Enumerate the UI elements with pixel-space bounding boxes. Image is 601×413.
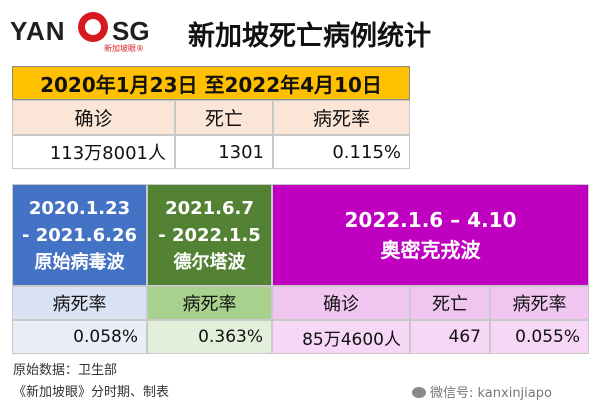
- wave-original-rate-label: 病死率: [12, 286, 147, 320]
- overall-value-deaths: 1301: [175, 135, 273, 169]
- brand-camera-icon: [78, 12, 108, 42]
- wave-omicron-header-rate: 病死率: [490, 286, 589, 320]
- wave-omicron-rate: 0.055%: [490, 320, 589, 354]
- wave-omicron-header-confirmed: 确诊: [272, 286, 410, 320]
- overall-header-confirmed: 确诊: [12, 100, 175, 135]
- overall-header-rate: 病死率: [273, 100, 410, 135]
- wave-omicron-confirmed: 85万4600人: [272, 320, 410, 354]
- brand-sub: 新加坡眼®: [104, 44, 144, 53]
- wave-original-header: 2020.1.23- 2021.6.26 原始病毒波: [12, 184, 147, 286]
- wave-original-rate: 0.058%: [12, 320, 147, 354]
- overall-header-deaths: 死亡: [175, 100, 273, 135]
- overall-period: 2020年1月23日 至2022年4月10日: [12, 66, 410, 100]
- wechat-icon: [412, 387, 426, 398]
- overall-value-rate: 0.115%: [273, 135, 410, 169]
- wave-delta-rate-label: 病死率: [147, 286, 272, 320]
- wave-omicron-header: 2022.1.6 – 4.10 奥密克戎波: [272, 184, 589, 286]
- wave-omicron-deaths: 467: [410, 320, 490, 354]
- brand-left: YAN: [10, 16, 66, 46]
- overall-value-confirmed: 113万8001人: [12, 135, 175, 169]
- footer-credit: 《新加坡眼》分时期、制表: [13, 385, 170, 400]
- wave-delta-header: 2021.6.7- 2022.1.5 德尔塔波: [147, 184, 272, 286]
- brand-right: SG: [112, 16, 150, 46]
- footer-source: 原始数据：卫生部: [13, 363, 118, 378]
- watermark: 微信号: kanxinjiapo: [412, 382, 552, 401]
- wave-delta-rate: 0.363%: [147, 320, 272, 354]
- wave-omicron-header-deaths: 死亡: [410, 286, 490, 320]
- page-title: 新加坡死亡病例统计: [188, 21, 431, 52]
